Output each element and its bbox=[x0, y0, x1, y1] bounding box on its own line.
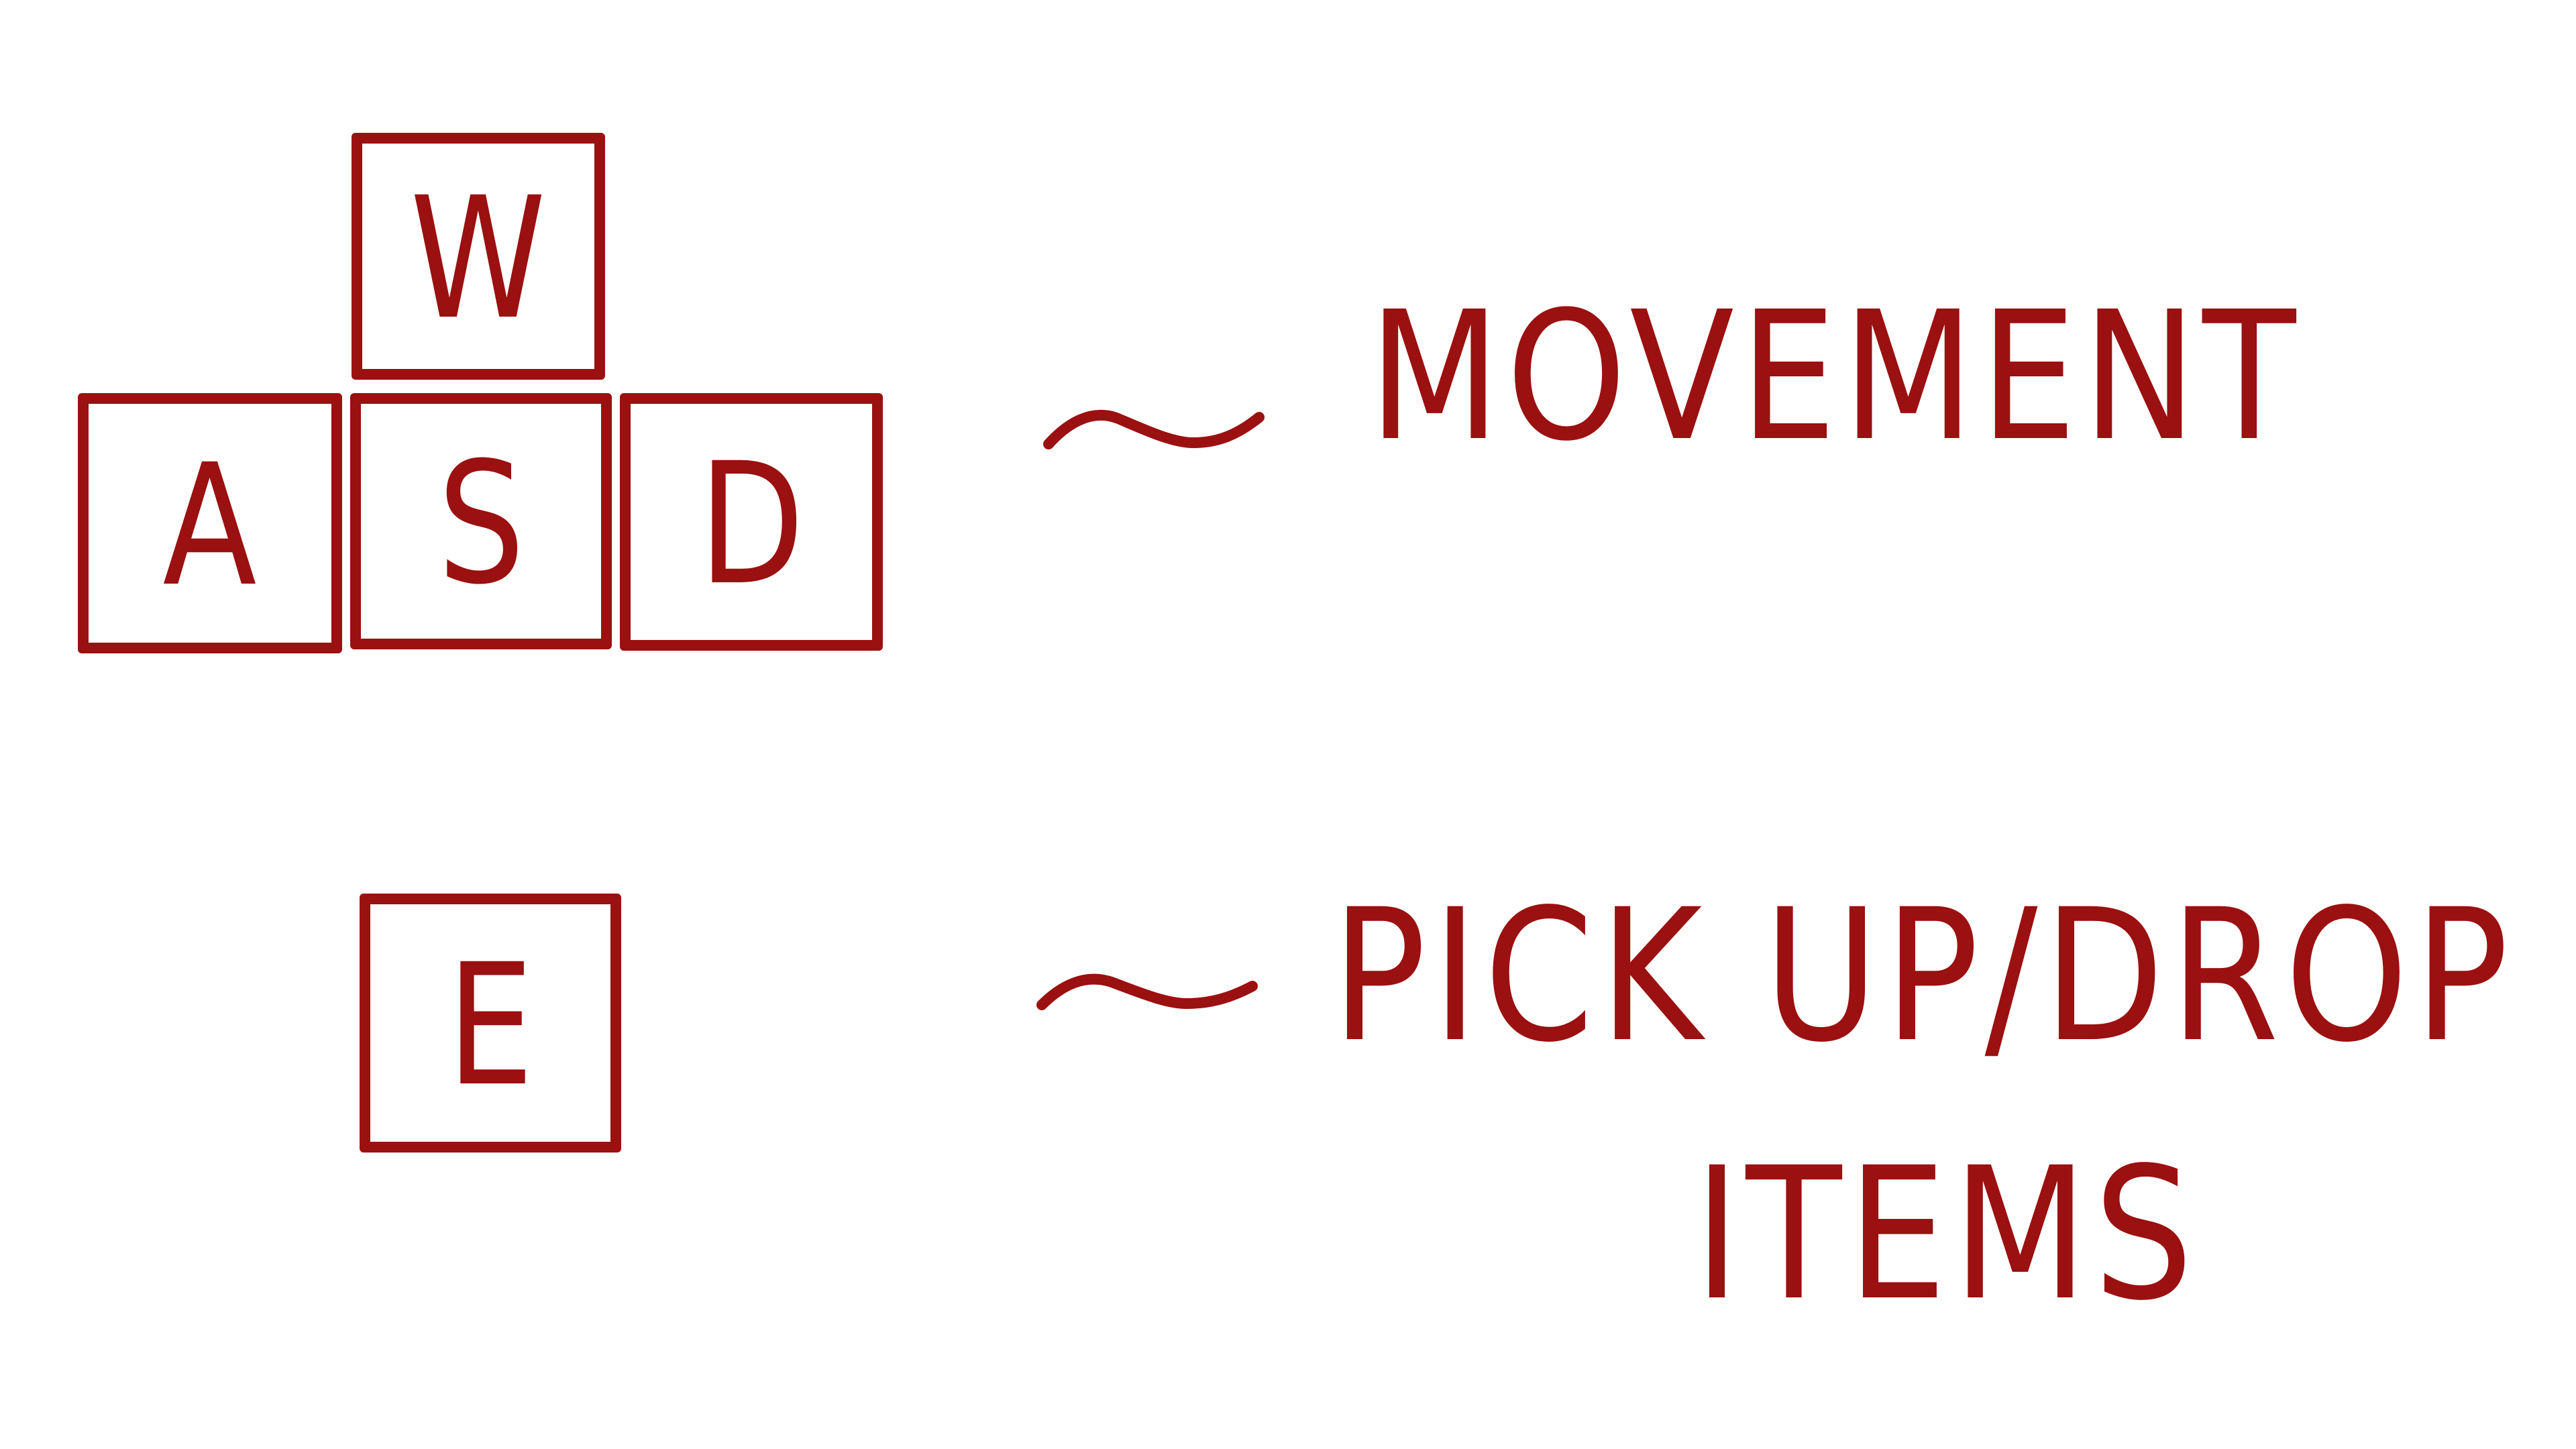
key-a-letter: A bbox=[162, 428, 258, 623]
key-d: D bbox=[620, 393, 883, 651]
key-w: W bbox=[352, 133, 605, 380]
pickup-label-line1: PICK UP/DROP bbox=[1332, 871, 2515, 1083]
key-s-letter: S bbox=[437, 426, 525, 621]
movement-tilde: ~ bbox=[1043, 396, 1271, 456]
pickup-tilde: ~ bbox=[1036, 959, 1268, 1020]
key-w-letter: W bbox=[410, 161, 547, 356]
key-a: A bbox=[78, 393, 342, 653]
key-e: E bbox=[360, 894, 621, 1152]
pickup-tilde-icon bbox=[1036, 973, 1258, 1010]
key-s: S bbox=[350, 393, 612, 649]
movement-tilde-icon bbox=[1043, 409, 1265, 449]
movement-label: MOVEMENT bbox=[1368, 274, 2302, 480]
key-e-letter: E bbox=[447, 928, 534, 1123]
pickup-label-line2: ITEMS bbox=[1694, 1129, 2199, 1341]
key-d-letter: D bbox=[698, 427, 804, 622]
